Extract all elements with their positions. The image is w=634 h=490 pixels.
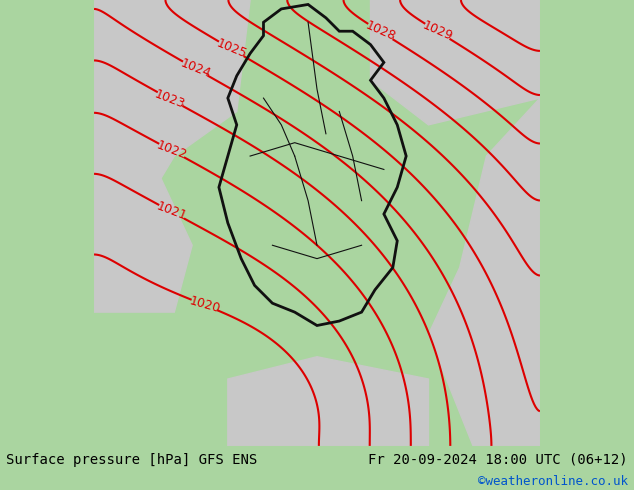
- Text: 1023: 1023: [153, 87, 187, 111]
- Polygon shape: [429, 98, 540, 446]
- Text: 1020: 1020: [188, 294, 221, 316]
- Polygon shape: [94, 0, 250, 178]
- Text: 1022: 1022: [155, 139, 189, 162]
- Text: 1029: 1029: [420, 19, 455, 44]
- Text: 1025: 1025: [214, 37, 249, 61]
- Polygon shape: [94, 178, 192, 312]
- Polygon shape: [370, 0, 540, 125]
- Polygon shape: [228, 357, 429, 446]
- Text: Fr 20-09-2024 18:00 UTC (06+12): Fr 20-09-2024 18:00 UTC (06+12): [368, 453, 628, 467]
- Text: 1021: 1021: [155, 200, 189, 223]
- Text: ©weatheronline.co.uk: ©weatheronline.co.uk: [477, 475, 628, 488]
- Text: 1024: 1024: [178, 57, 212, 80]
- Text: 1028: 1028: [363, 19, 398, 44]
- Text: Surface pressure [hPa] GFS ENS: Surface pressure [hPa] GFS ENS: [6, 453, 257, 467]
